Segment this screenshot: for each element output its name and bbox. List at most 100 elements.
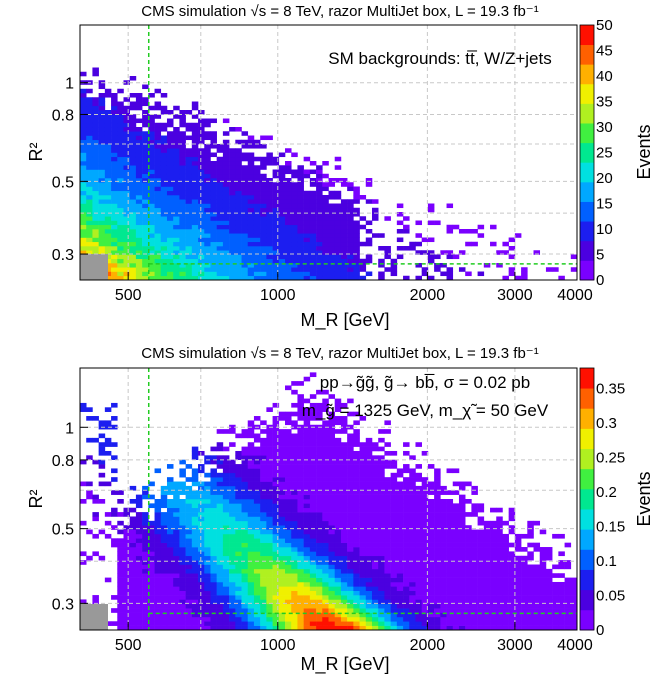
heatmap-cell: [235, 237, 242, 243]
heatmap-cell: [322, 182, 329, 187]
heatmap-cell: [129, 118, 137, 124]
heatmap-cell: [235, 241, 242, 247]
heatmap-cell: [316, 411, 323, 417]
heatmap-cell: [322, 538, 329, 543]
heatmap-cell: [216, 499, 224, 504]
heatmap-cell: [446, 499, 454, 504]
heatmap-cell: [291, 254, 298, 260]
heatmap-cell: [216, 581, 224, 587]
heatmap-cell: [235, 520, 242, 526]
heatmap-cell: [477, 551, 485, 557]
heatmap-cell: [297, 199, 304, 204]
heatmap-cell: [154, 555, 162, 561]
heatmap-cell: [111, 525, 118, 530]
heatmap-cell: [458, 547, 466, 552]
heatmap-cell: [365, 446, 373, 452]
colorbar-tick-label: 0.1: [596, 553, 617, 570]
heatmap-cell: [359, 520, 367, 526]
heatmap-cell: [129, 152, 137, 158]
heatmap-cell: [247, 216, 255, 221]
heatmap-cell: [179, 131, 186, 136]
heatmap-cell: [123, 165, 130, 170]
heatmap-cell: [477, 271, 485, 277]
heatmap-cell: [272, 267, 280, 272]
heatmap-cell: [471, 564, 478, 570]
heatmap-cell: [427, 625, 435, 631]
heatmap-cell: [347, 271, 354, 277]
heatmap-cell: [235, 212, 242, 217]
heatmap-cell: [403, 442, 410, 447]
heatmap-cell: [539, 621, 547, 626]
heatmap-cell: [191, 455, 199, 460]
heatmap-cell: [316, 220, 323, 226]
heatmap-cell: [365, 477, 373, 482]
heatmap-cell: [328, 258, 336, 264]
heatmap-cell: [179, 507, 186, 513]
heatmap-cell: [117, 573, 124, 578]
heatmap-cell: [154, 178, 162, 183]
heatmap-cell: [409, 477, 416, 482]
heatmap-cell: [303, 233, 311, 238]
heatmap-cell: [427, 203, 435, 209]
colorbar-segment: [580, 83, 594, 104]
heatmap-cell: [98, 459, 106, 465]
heatmap-cell: [322, 595, 329, 600]
heatmap-cell: [117, 250, 124, 255]
heatmap-cell: [297, 568, 304, 574]
heatmap-cell: [185, 564, 193, 570]
heatmap-cell: [316, 229, 323, 234]
heatmap-cell: [278, 173, 286, 179]
heatmap-cell: [173, 131, 180, 136]
heatmap-cell: [166, 203, 174, 209]
heatmap-cell: [452, 551, 460, 557]
heatmap-cell: [353, 237, 360, 243]
heatmap-cell: [247, 581, 255, 587]
heatmap-cell: [185, 122, 193, 128]
heatmap-cell: [340, 182, 348, 187]
heatmap-cell: [123, 547, 130, 552]
heatmap-cell: [80, 195, 87, 200]
heatmap-cell: [272, 190, 280, 196]
heatmap-cell: [260, 551, 267, 557]
heatmap-cell: [446, 577, 454, 583]
heatmap-cell: [241, 433, 249, 439]
heatmap-cell: [303, 485, 311, 491]
heatmap-cell: [266, 237, 273, 243]
heatmap-cell: [86, 139, 93, 145]
heatmap-cell: [260, 481, 267, 487]
heatmap-cell: [334, 165, 342, 170]
heatmap-cell: [303, 599, 311, 605]
heatmap-cell: [409, 455, 416, 460]
heatmap-cell: [229, 464, 236, 469]
heatmap-cell: [291, 525, 298, 530]
heatmap-cell: [340, 490, 348, 495]
heatmap-cell: [440, 603, 447, 609]
heatmap-cell: [278, 581, 286, 587]
heatmap-cell: [166, 212, 174, 217]
heatmap-cell: [241, 525, 249, 530]
heatmap-cell: [309, 212, 317, 217]
heatmap-cell: [533, 608, 541, 613]
heatmap-cell: [328, 178, 336, 183]
heatmap-cell: [328, 560, 336, 565]
heatmap-cell: [272, 275, 280, 281]
heatmap-cell: [564, 581, 572, 587]
heatmap-cell: [111, 468, 118, 474]
heatmap-cell: [241, 169, 249, 175]
heatmap-cell: [309, 503, 317, 509]
heatmap-cell: [490, 529, 497, 535]
heatmap-cell: [129, 186, 137, 192]
heatmap-cell: [98, 246, 106, 251]
heatmap-cell: [322, 625, 329, 631]
heatmap-cell: [104, 203, 112, 209]
heatmap-cell: [359, 499, 367, 504]
heatmap-cell: [564, 586, 572, 591]
heatmap-cell: [148, 555, 155, 561]
heatmap-cell: [117, 178, 124, 183]
heatmap-cell: [179, 599, 186, 605]
heatmap-cell: [222, 599, 230, 605]
heatmap-cell: [241, 186, 249, 192]
heatmap-cell: [185, 203, 193, 209]
heatmap-cell: [347, 203, 354, 209]
heatmap-cell: [347, 560, 354, 565]
